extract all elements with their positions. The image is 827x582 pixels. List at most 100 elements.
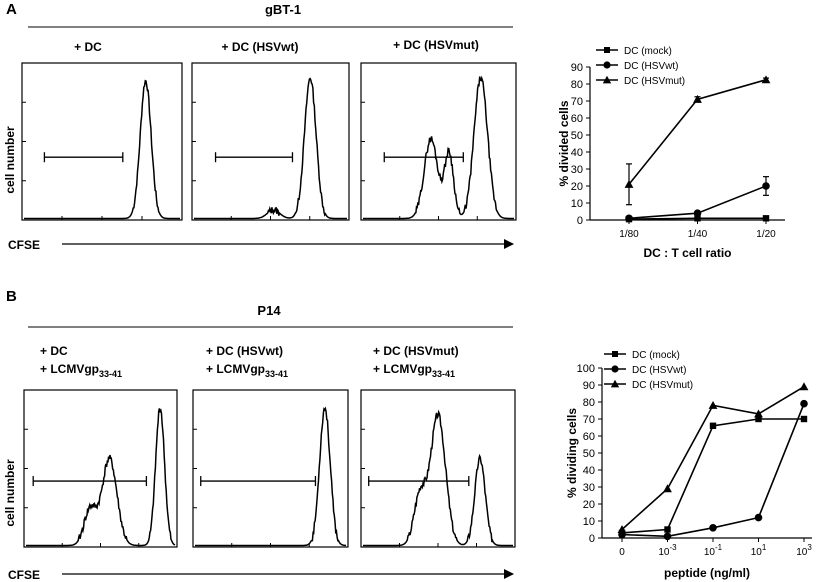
chart-b-point: [754, 409, 763, 418]
hist-b3-curve: [363, 409, 513, 547]
panel-a-xlabel: CFSE: [8, 238, 40, 252]
chart-b-ytick-label: 10: [583, 516, 595, 528]
chart-b: 0 10 20 30 40 50 60 70 80 90 100 0 10-3 10-1 101 103 % d…: [565, 350, 812, 580]
chart-b-legend-marker: [611, 365, 619, 373]
chart-a-xtick-label: 1/20: [756, 229, 776, 240]
chart-a-point: [694, 215, 701, 222]
chart-b-point: [664, 526, 671, 533]
hist-b2: [192, 389, 349, 548]
chart-a-legend-label: DC (HSVwt): [624, 61, 678, 72]
chart-a-xtick-label: 1/80: [619, 229, 639, 240]
chart-a-ylabel: % divided cells: [557, 100, 571, 186]
hist-b1-curve: [26, 408, 176, 547]
chart-b-xtick-label: 0: [619, 547, 625, 558]
panel-b-xlabel: CFSE: [8, 568, 40, 582]
chart-a-point: [693, 94, 702, 103]
chart-b-legend-marker: [612, 351, 618, 357]
hist-b1-frame: [23, 389, 178, 548]
chart-a-ytick-label: 30: [571, 164, 583, 176]
chart-a: 0 10 20 30 40 50 60 70 80 90 1/80 1/40 1/20 % divided…: [557, 46, 785, 260]
hist-a2: [191, 62, 350, 221]
chart-b-ytick-label: 20: [583, 499, 595, 511]
chart-a-legend-marker: [603, 61, 611, 69]
hist-b3-label-line1: + DC (HSVmut): [373, 344, 459, 358]
hist-a1-frame: [21, 62, 183, 221]
chart-b-xtick-label: 103: [796, 543, 812, 558]
chart-b-ytick-label: 40: [583, 465, 595, 477]
hist-a1-curve: [24, 79, 180, 220]
chart-b-point: [709, 524, 717, 532]
chart-b-xlabel: peptide (ng/ml): [664, 566, 750, 580]
chart-b-ytick-label: 90: [583, 380, 595, 392]
hist-a1-label: + DC: [74, 40, 102, 54]
chart-a-point: [762, 215, 770, 222]
chart-b-legend-label: DC (HSVmut): [632, 380, 693, 391]
chart-b-point: [799, 382, 809, 391]
chart-a-legend-marker: [604, 47, 610, 53]
chart-a-legend-label: DC (HSVmut): [624, 76, 685, 87]
chart-a-ytick-label: 10: [571, 198, 583, 210]
chart-a-ytick-label: 90: [571, 62, 583, 74]
chart-b-point: [663, 484, 672, 493]
chart-a-point: [624, 179, 634, 188]
hist-a3-curve: [363, 75, 514, 220]
chart-b-point: [708, 401, 718, 409]
chart-b-point: [709, 422, 717, 429]
hist-a3: [360, 62, 517, 221]
panel-a-header: gBT-1: [265, 2, 301, 17]
chart-b-point: [754, 513, 763, 522]
hist-a2-frame: [191, 62, 350, 221]
hist-b2-frame: [192, 389, 349, 548]
chart-a-point: [762, 182, 770, 190]
chart-a-point: [625, 214, 633, 223]
chart-b-point: [800, 415, 808, 423]
chart-b-ytick-label: 60: [583, 431, 595, 443]
chart-b-ytick-label: 50: [583, 448, 595, 460]
chart-b-ytick-label: 30: [583, 482, 595, 494]
chart-a-ytick-label: 70: [571, 96, 583, 108]
chart-b-legend-label: DC (mock): [632, 350, 680, 361]
chart-b-series-line: [621, 418, 804, 534]
chart-a-xlabel: DC : T cell ratio: [643, 246, 731, 260]
chart-a-ytick-label: 0: [577, 215, 583, 227]
chart-b-legend-marker: [610, 379, 620, 388]
chart-a-point: [693, 209, 702, 217]
chart-b-point: [755, 415, 762, 423]
chart-b-xtick-label: 10-3: [658, 543, 677, 558]
hist-b2-label-line1: + DC (HSVwt): [206, 344, 283, 358]
hist-b3: [360, 389, 516, 548]
chart-a-ytick-label: 20: [571, 181, 583, 193]
panel-b-letter: B: [6, 288, 17, 305]
hist-a3-frame: [360, 62, 517, 221]
hist-b2-curve: [195, 406, 347, 547]
chart-a-legend-marker: [602, 75, 612, 84]
chart-b-ytick-label: 100: [577, 363, 595, 375]
chart-b-ytick-label: 0: [589, 533, 595, 545]
panel-b-header: P14: [257, 303, 281, 318]
chart-a-ytick-label: 50: [571, 130, 583, 142]
hist-b1-label-line2: + LCMVgp33-41: [40, 362, 122, 379]
chart-b-point: [663, 532, 672, 541]
chart-b-point: [800, 399, 808, 408]
hist-b3-label-line2: + LCMVgp33-41: [373, 362, 455, 379]
hist-b1: [23, 389, 178, 548]
panel-a-letter: A: [6, 1, 17, 18]
panel-b-ylabel: cell number: [3, 459, 17, 527]
panel-b-histograms: [23, 389, 516, 548]
chart-a-ytick-label: 40: [571, 147, 583, 159]
chart-a-ytick-label: 60: [571, 113, 583, 125]
chart-a-point: [761, 75, 771, 84]
chart-b-legend-label: DC (HSVwt): [632, 365, 686, 376]
chart-a-legend-label: DC (mock): [624, 46, 672, 57]
hist-a3-label: + DC (HSVmut): [393, 38, 479, 52]
hist-a2-label: + DC (HSVwt): [221, 40, 298, 54]
hist-a1: [21, 62, 183, 221]
hist-a2-curve: [194, 77, 347, 220]
chart-a-ytick-label: 80: [571, 79, 583, 91]
panel-a-ylabel: cell number: [3, 126, 17, 194]
hist-b2-label-line2: + LCMVgp33-41: [206, 362, 288, 379]
chart-b-ytick-label: 70: [583, 414, 595, 426]
panel-a-histograms: [21, 62, 517, 221]
chart-b-point: [617, 525, 627, 534]
